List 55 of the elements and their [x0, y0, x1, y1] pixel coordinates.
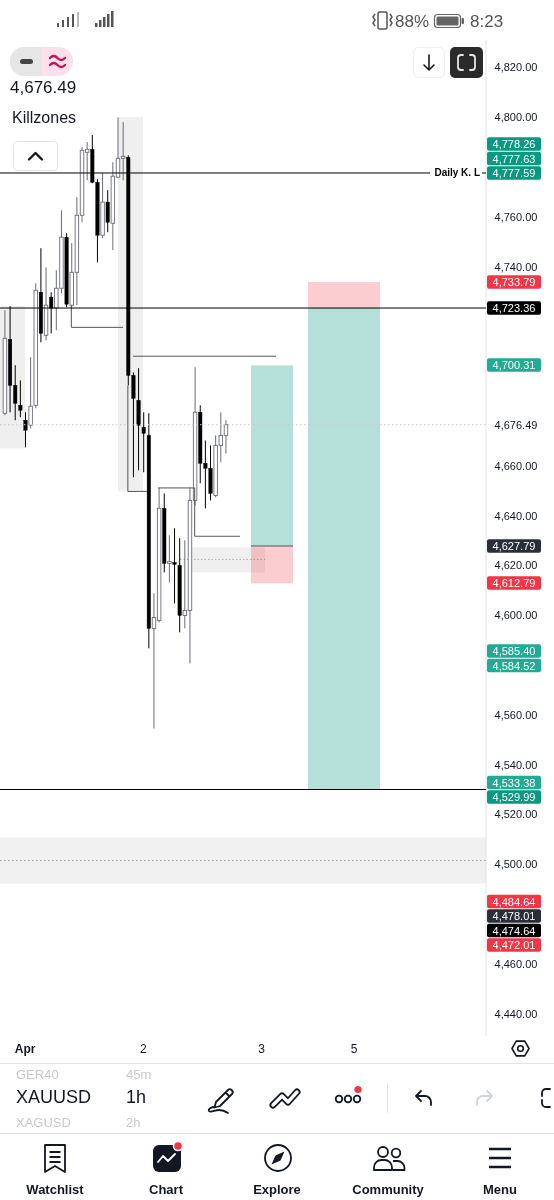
ref-line-label: Daily K. L	[434, 167, 480, 179]
x-tick-label: 5	[350, 1042, 358, 1056]
y-tick-label: 4,500.00	[494, 858, 538, 871]
y-tick-label: 4,800.00	[494, 111, 538, 124]
candlestick	[28, 356, 33, 429]
text: 4,777.63	[492, 152, 536, 165]
y-tick-label: 4,640.00	[494, 509, 538, 522]
text: 4,627.79	[492, 540, 536, 552]
text: 4,777.59	[492, 167, 536, 179]
candlestick	[172, 527, 177, 604]
text: Community	[352, 1181, 425, 1197]
text: 4,584.52	[492, 659, 536, 672]
y-tick-label: 4,540.00	[494, 758, 538, 771]
y-tick-label: 4,560.00	[494, 708, 538, 721]
y-tick-label: 4,660.00	[494, 459, 538, 472]
y-tick-label: 4,820.00	[494, 61, 538, 74]
x-tick-label: 3	[258, 1042, 266, 1056]
text: 4,723.36	[492, 302, 536, 314]
text: Watchlist	[26, 1181, 85, 1197]
text: Chart	[149, 1181, 184, 1197]
candlestick	[120, 121, 126, 181]
text: XAUUSD	[16, 1087, 92, 1107]
y-tick-label: 4,600.00	[494, 609, 538, 622]
text: 4,484.64	[492, 895, 536, 908]
ref-line-label: 4,676.49	[494, 418, 538, 431]
y-tick-label: 4,760.00	[494, 210, 538, 223]
candlestick	[167, 534, 172, 583]
candlestick	[105, 189, 110, 233]
text: 4,478.01	[492, 910, 536, 922]
text: 4,533.38	[492, 776, 536, 789]
candlestick	[18, 379, 23, 418]
text: 4,585.40	[492, 645, 536, 657]
text: 88%	[395, 11, 430, 31]
text: 4,778.26	[492, 138, 536, 150]
annotation: 4,676.49	[10, 77, 77, 97]
y-tick-label: 4,460.00	[494, 957, 538, 970]
text: 8:23	[470, 11, 504, 31]
x-tick-label: 2	[139, 1042, 147, 1056]
text: 4,612.79	[492, 577, 536, 589]
text: Explore	[253, 1181, 301, 1197]
text: Menu	[483, 1181, 518, 1197]
text: 1h	[126, 1087, 147, 1107]
candlestick	[23, 411, 28, 448]
text: 4,733.79	[492, 276, 536, 288]
y-tick-label: 4,620.00	[494, 559, 538, 572]
y-tick-label: 4,520.00	[494, 808, 538, 821]
y-tick-label: 4,740.00	[494, 260, 538, 273]
y-tick-label: 4,440.00	[494, 1007, 538, 1020]
annotation: Killzones	[12, 108, 77, 126]
text: 4,472.01	[492, 939, 536, 951]
text: 4,474.64	[492, 924, 536, 937]
text: 4,700.31	[492, 359, 536, 371]
x-tick-label: Apr	[14, 1042, 36, 1056]
text: 4,529.99	[492, 791, 536, 803]
candlestick	[141, 411, 146, 473]
